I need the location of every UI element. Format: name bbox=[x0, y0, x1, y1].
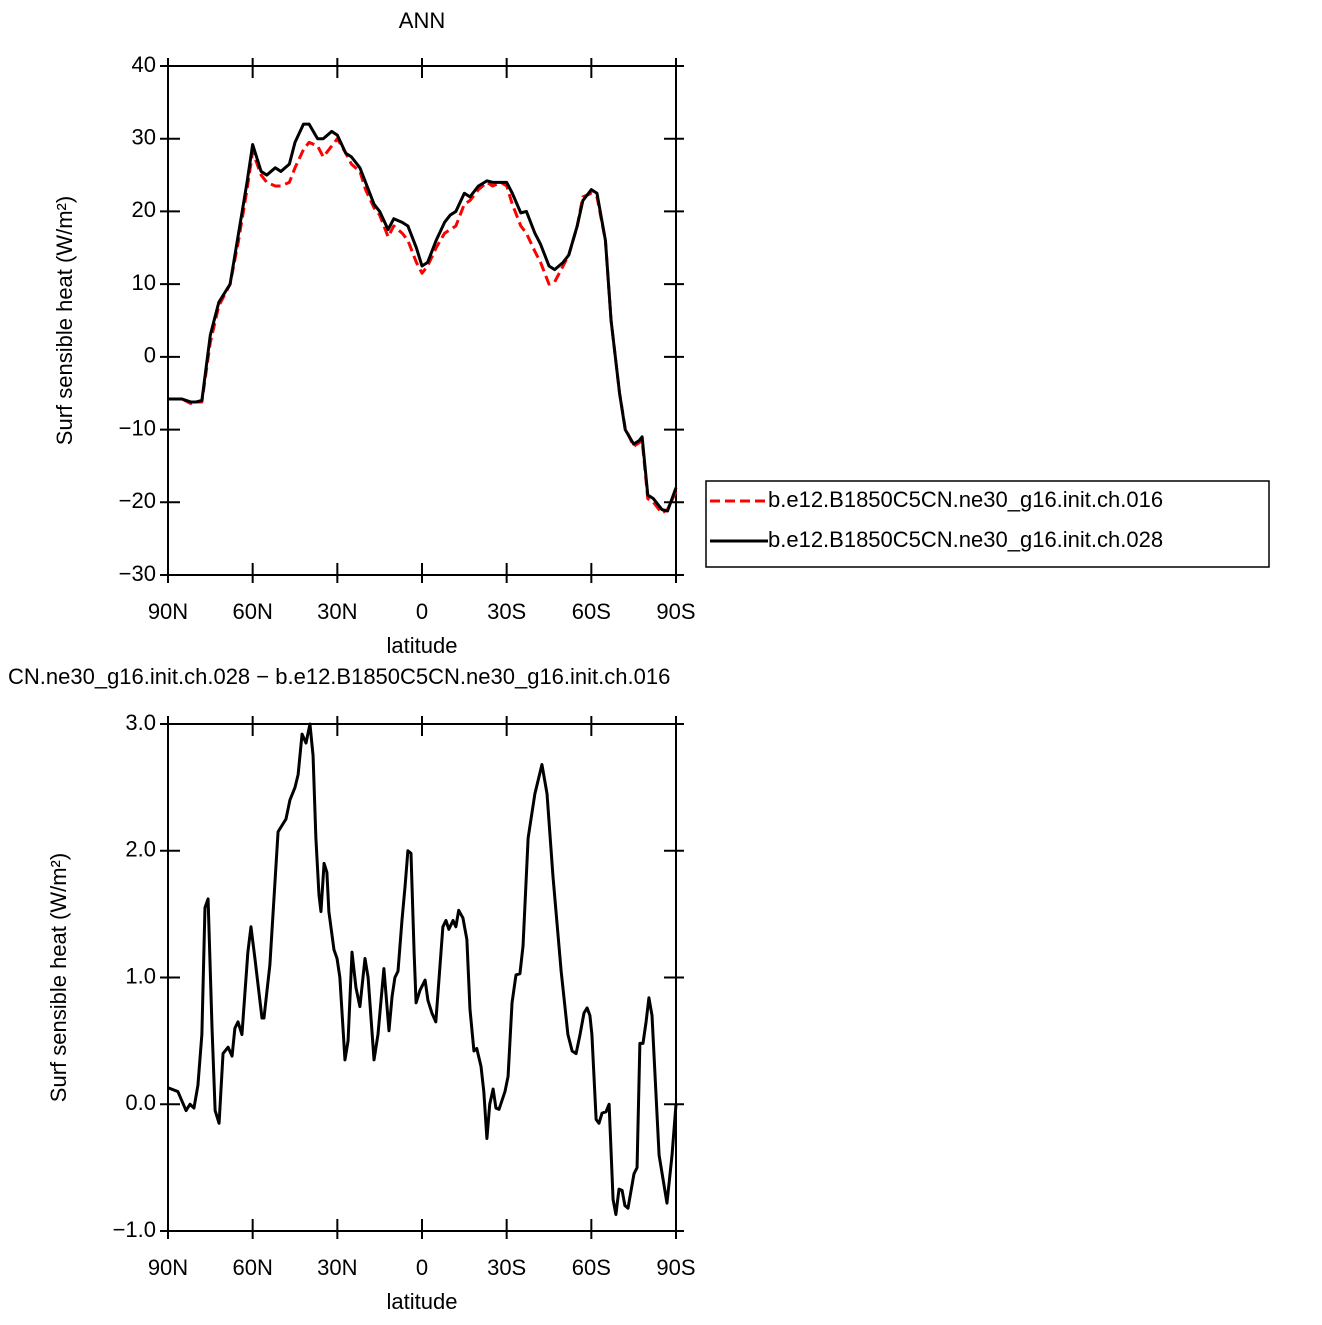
x-axis-label: latitude bbox=[387, 633, 458, 658]
x-tick-label: 90N bbox=[148, 1255, 188, 1280]
y-tick-label: 40 bbox=[132, 52, 156, 77]
x-tick-label: 60S bbox=[572, 599, 611, 624]
y-axis-label: Surf sensible heat (W/m²) bbox=[52, 196, 77, 445]
legend-label: b.e12.B1850C5CN.ne30_g16.init.ch.028 bbox=[768, 527, 1163, 552]
data-line bbox=[167, 722, 678, 1217]
plot-frame bbox=[167, 723, 677, 1232]
y-axis-label: Surf sensible heat (W/m²) bbox=[46, 853, 71, 1102]
x-tick-label: 90S bbox=[656, 599, 695, 624]
y-tick-label: 20 bbox=[132, 197, 156, 222]
y-tick-label: −30 bbox=[119, 561, 156, 586]
y-tick-label: 3.0 bbox=[125, 710, 156, 735]
chart-title: CN.ne30_g16.init.ch.028 − b.e12.B1850C5C… bbox=[8, 664, 670, 689]
x-axis-label: latitude bbox=[387, 1289, 458, 1314]
x-tick-label: 30N bbox=[317, 1255, 357, 1280]
y-tick-label: −10 bbox=[119, 415, 156, 440]
x-tick-label: 0 bbox=[416, 1255, 428, 1280]
y-tick-label: 1.0 bbox=[125, 963, 156, 988]
legend-label: b.e12.B1850C5CN.ne30_g16.init.ch.016 bbox=[768, 487, 1163, 512]
x-tick-label: 30N bbox=[317, 599, 357, 624]
x-tick-label: 60N bbox=[232, 1255, 272, 1280]
y-tick-label: 10 bbox=[132, 270, 156, 295]
x-tick-label: 30S bbox=[487, 599, 526, 624]
y-tick-label: −1.0 bbox=[113, 1217, 156, 1242]
x-tick-label: 90N bbox=[148, 599, 188, 624]
legend-box bbox=[705, 480, 1270, 568]
y-tick-label: 2.0 bbox=[125, 837, 156, 862]
y-tick-label: 0 bbox=[144, 343, 156, 368]
y-tick-label: 30 bbox=[132, 125, 156, 150]
x-tick-label: 60S bbox=[572, 1255, 611, 1280]
y-tick-label: −20 bbox=[119, 488, 156, 513]
x-tick-label: 30S bbox=[487, 1255, 526, 1280]
data-line bbox=[168, 122, 678, 513]
x-tick-label: 90S bbox=[656, 1255, 695, 1280]
x-tick-label: 0 bbox=[416, 599, 428, 624]
x-tick-label: 60N bbox=[232, 599, 272, 624]
y-tick-label: 0.0 bbox=[125, 1090, 156, 1115]
plot-frame bbox=[167, 65, 677, 576]
chart-title: ANN bbox=[399, 8, 445, 33]
